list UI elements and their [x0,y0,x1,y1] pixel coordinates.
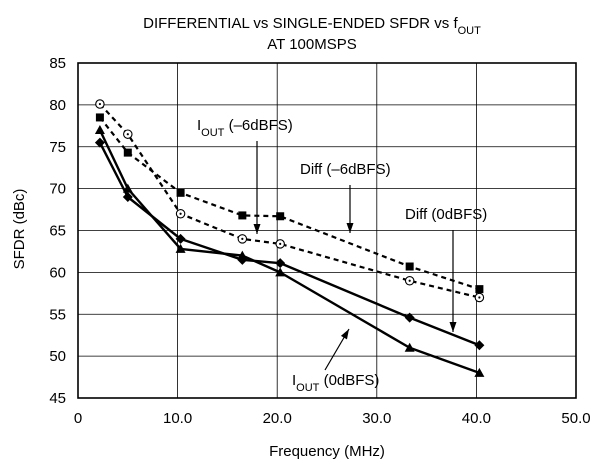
data-point-triangle [275,267,286,277]
data-point-triangle [94,125,105,134]
data-point-circle [175,209,186,219]
data-point-square [276,212,285,221]
annotation-diff_6dbfs: Diff (–6dBFS) [300,161,391,233]
axes: 0 10.0 20.0 30.0 40.0 50.0 45 50 55 60 65 70 75 80 85 [49,55,590,427]
annotation-iout_0dbfs: IOUT (0dBFS) [292,328,379,394]
gridlines [78,63,576,398]
y-tick-label: 75 [49,139,66,156]
annotation-arrow-head [340,329,349,340]
series-annotations: IOUT (–6dBFS)Diff (–6dBFS)Diff (0dBFS)IO… [197,117,487,394]
annotation-label-main: Diff (–6dBFS) [300,161,391,178]
x-tick-label: 30.0 [362,410,391,427]
data-point-square [405,262,414,271]
data-point-circle-dot [126,133,129,136]
y-tick-label: 80 [49,97,66,114]
chart-title-line-1: DIFFERENTIAL vs SINGLE-ENDED SFDR vs fOU… [143,15,481,37]
data-point-circle [404,275,415,286]
data-point-circle-dot [478,296,481,299]
data-point-circle [275,239,285,249]
data-point-circle [95,99,105,109]
x-axis-label: Frequency (MHz) [269,443,385,460]
annotation-label-main: Diff (0dBFS) [405,206,487,223]
annotation-diff_0dbfs: Diff (0dBFS) [405,206,487,332]
data-point-triangle [175,243,186,253]
data-point-diamond [175,233,186,244]
annotation-label-rest: (–6dBFS) [224,117,292,134]
plot-frame [77,62,577,399]
y-tick-label: 45 [49,390,66,407]
series-markers [94,99,485,377]
y-tick-label: 65 [49,223,66,240]
data-point-diamond [94,137,105,148]
data-point-diamond [404,312,415,323]
chart-title-subscript: OUT [458,25,482,37]
data-point-diamond [122,192,133,202]
annotation-label: IOUT (–6dBFS) [197,117,293,139]
annotation-iout_6dbfs: IOUT (–6dBFS) [197,117,293,234]
y-tick-label: 70 [49,181,66,198]
annotation-arrow-head [253,224,261,234]
chart-title-main: DIFFERENTIAL vs SINGLE-ENDED SFDR vs f [143,15,458,32]
data-point-triangle [122,183,133,193]
x-tick-label: 0 [74,410,82,427]
annotation-label-sub: OUT [296,382,320,394]
data-point-circle-dot [98,102,102,106]
data-point-square [95,113,104,122]
chart-title-line-2: AT 100MSPS [267,36,357,53]
annotation-label: Diff (0dBFS) [405,206,487,223]
y-tick-label: 85 [49,55,66,72]
data-point-triangle [237,250,248,260]
annotation-label-main: I [292,372,296,389]
data-point-circle-dot [408,279,411,282]
data-point-triangle [404,342,415,352]
data-point-circle [237,234,248,244]
data-point-square [475,285,484,294]
x-tick-label: 40.0 [462,410,491,427]
x-tick-label: 20.0 [263,410,292,427]
data-point-circle-dot [179,212,182,215]
data-point-triangle [474,367,485,377]
data-point-circle [474,292,485,303]
data-point-circle [123,129,133,139]
y-axis-label: SFDR (dBc) [11,189,28,270]
annotation-arrow-head [346,223,354,233]
y-tick-label: 60 [49,264,66,281]
annotation-label-main: I [197,117,201,134]
annotation-label-sub: OUT [201,127,225,139]
data-point-diamond [474,340,485,351]
data-point-square [176,188,185,197]
data-point-diamond [275,258,286,269]
annotation-label-rest: (0dBFS) [319,372,379,389]
data-point-square [238,211,247,220]
x-tick-label: 50.0 [561,410,590,427]
annotation-arrow-head [449,322,457,332]
data-point-circle-dot [241,237,244,240]
annotation-label: IOUT (0dBFS) [292,372,379,394]
y-tick-label: 55 [49,306,66,323]
data-point-circle-dot [279,242,282,245]
y-tick-label: 50 [49,348,66,365]
data-point-square [123,148,132,157]
annotation-label: Diff (–6dBFS) [300,161,391,178]
x-tick-label: 10.0 [163,410,192,427]
